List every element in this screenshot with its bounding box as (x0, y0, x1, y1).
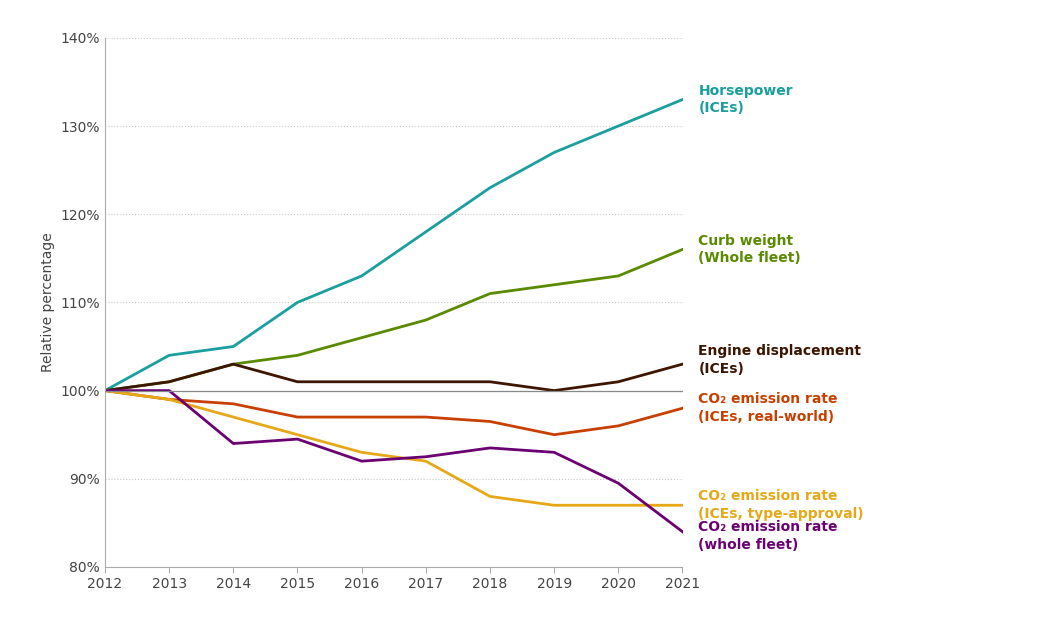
Text: Curb weight
(Whole fleet): Curb weight (Whole fleet) (698, 234, 801, 265)
Text: CO₂ emission rate
(whole fleet): CO₂ emission rate (whole fleet) (698, 520, 838, 552)
Text: CO₂ emission rate
(ICEs, type-approval): CO₂ emission rate (ICEs, type-approval) (698, 490, 864, 521)
Text: Engine displacement
(ICEs): Engine displacement (ICEs) (698, 344, 861, 375)
Text: Horsepower
(ICEs): Horsepower (ICEs) (698, 84, 793, 115)
Y-axis label: Relative percentage: Relative percentage (41, 232, 55, 372)
Text: CO₂ emission rate
(ICEs, real-world): CO₂ emission rate (ICEs, real-world) (698, 392, 838, 424)
